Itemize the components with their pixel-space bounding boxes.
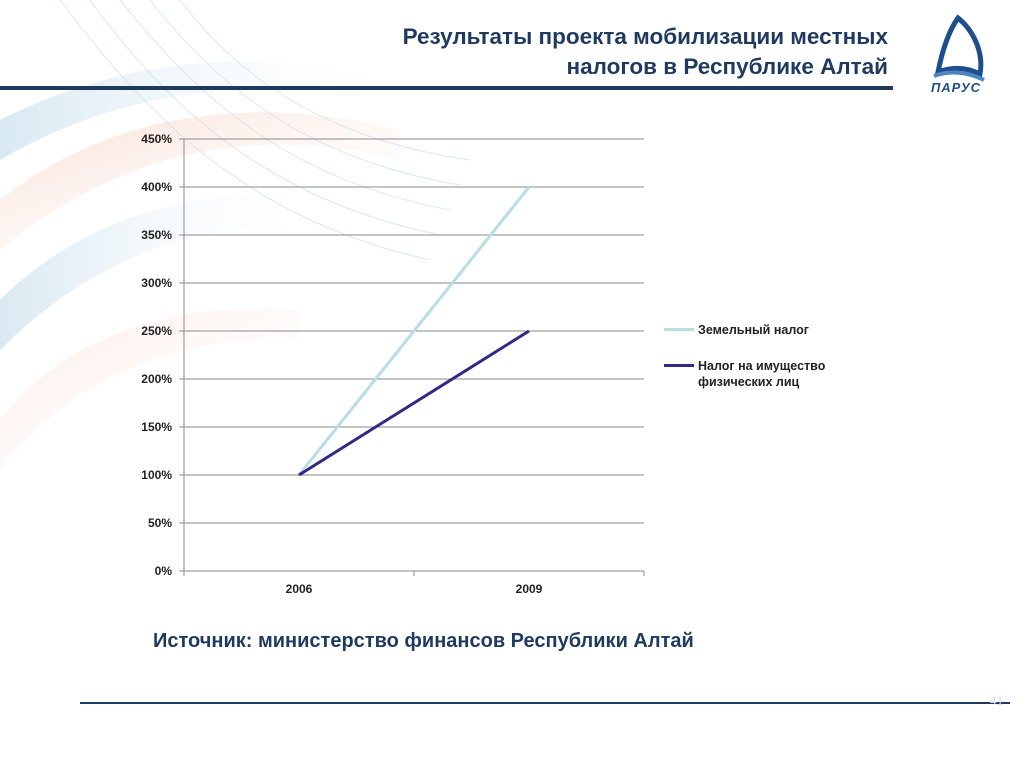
header-divider bbox=[0, 86, 893, 90]
legend-item-land-tax: Земельный налог bbox=[664, 322, 864, 338]
y-tick-label: 350% bbox=[141, 228, 172, 242]
title-line-1: Результаты проекта мобилизации местных bbox=[402, 24, 888, 49]
logo-text: ПАРУС bbox=[930, 80, 982, 95]
y-tick-label: 150% bbox=[141, 420, 172, 434]
y-tick-label: 250% bbox=[141, 324, 172, 338]
x-tick-label: 2006 bbox=[286, 582, 313, 596]
legend-label-land-tax: Земельный налог bbox=[698, 323, 809, 337]
legend-label-property-tax: Налог на имущество физических лиц bbox=[698, 359, 826, 389]
source-note: Источник: министерство финансов Республи… bbox=[153, 630, 694, 652]
chart-legend: Земельный налог Налог на имущество физич… bbox=[664, 322, 864, 410]
y-tick-label: 0% bbox=[155, 564, 173, 578]
series-line-land-tax bbox=[297, 186, 531, 476]
y-tick-label: 400% bbox=[141, 180, 172, 194]
footer-divider bbox=[80, 702, 1010, 704]
parus-logo-icon bbox=[933, 14, 985, 82]
page-number: 41 bbox=[990, 694, 1004, 708]
y-tick-label: 450% bbox=[141, 132, 172, 146]
y-tick-label: 200% bbox=[141, 372, 172, 386]
legend-item-property-tax: Налог на имущество физических лиц bbox=[664, 358, 864, 390]
legend-swatch-land-tax bbox=[664, 328, 694, 331]
series-line-property-tax bbox=[298, 329, 530, 477]
y-tick-label: 300% bbox=[141, 276, 172, 290]
slide-title: Результаты проекта мобилизации местных н… bbox=[268, 22, 888, 82]
y-tick-label: 50% bbox=[148, 516, 172, 530]
legend-swatch-property-tax bbox=[664, 364, 694, 367]
title-line-2: налогов в Республике Алтай bbox=[566, 54, 888, 79]
y-tick-label: 100% bbox=[141, 468, 172, 482]
x-tick-label: 2009 bbox=[516, 582, 543, 596]
